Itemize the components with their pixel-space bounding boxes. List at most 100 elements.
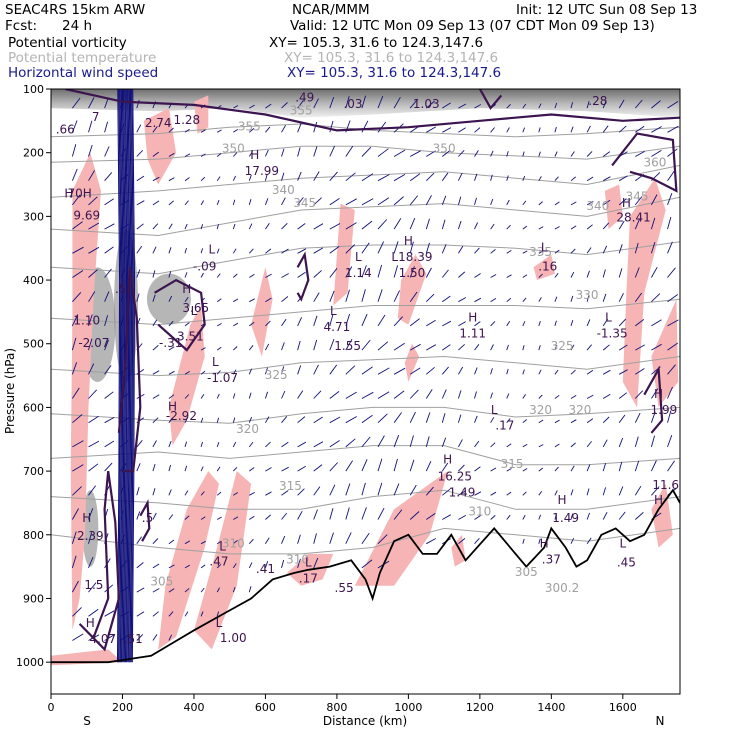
wind-vector-657: [586, 270, 590, 278]
wind-vector-107: [136, 463, 141, 472]
wind-vector-283: [265, 441, 271, 448]
wind-vector-59: [104, 417, 115, 424]
wind-vector-713: [634, 292, 643, 302]
wind-vector-403: [361, 482, 366, 496]
wind-vector-231: [232, 199, 236, 206]
wind-vector-380: [345, 391, 357, 399]
wind-vector-23: [88, 97, 95, 109]
wind-vector-407: [377, 95, 384, 109]
jet-line-6: [123, 89, 128, 663]
neg-pv-patch-18: [604, 184, 623, 230]
wind-vector-219: [216, 442, 220, 448]
wind-vector-630: [554, 514, 557, 520]
pv-annotation-1: 70H: [67, 186, 91, 200]
pv-annotation-5: 2.74: [145, 116, 172, 130]
wind-vector-52: [104, 246, 114, 254]
pv-annotation-51: 1.49: [552, 511, 579, 525]
wind-vector-356: [329, 268, 338, 278]
wind-vector-284: [265, 467, 272, 472]
pv-annotation-27: 3.51: [177, 330, 204, 344]
wind-vector-200: [200, 516, 206, 520]
wind-vector-320: [297, 365, 302, 375]
wind-vector-224: [216, 564, 222, 569]
wind-vector-339: [313, 339, 318, 351]
wind-vector-263: [249, 467, 255, 472]
wind-vector-188: [200, 224, 204, 230]
wind-vector-291: [281, 148, 285, 157]
wind-vector-36: [88, 415, 99, 424]
wind-vector-492: [442, 344, 451, 351]
wind-vector-430: [393, 174, 406, 182]
pv-annotation-15: L: [208, 242, 215, 256]
theta-label-6: 340: [586, 199, 609, 213]
isentrope-10: [51, 123, 680, 138]
wind-vector-613: [554, 102, 558, 109]
wind-vector-491: [442, 320, 452, 327]
wind-vector-326: [297, 510, 303, 520]
wind-vector-21: [72, 607, 82, 617]
valid-time: Valid: 12 UTC Mon 09 Sep 13 (07 CDT Mon …: [290, 18, 655, 34]
wind-vector-241: [232, 441, 237, 448]
wind-vector-623: [554, 344, 558, 351]
wind-vector-162: [184, 128, 190, 133]
wind-vector-348: [313, 557, 319, 569]
wind-vector-117: [152, 151, 159, 157]
wind-vector-50: [104, 198, 114, 206]
wind-vector-402: [361, 459, 368, 472]
wind-vector-636: [570, 225, 577, 230]
wind-vector-703: [618, 486, 624, 496]
wind-vector-40: [88, 508, 94, 520]
wind-vector-741: [667, 101, 679, 109]
wind-vector-447: [409, 150, 421, 157]
wind-vector-450: [409, 217, 416, 230]
y-tick-label-8: 900: [23, 592, 44, 605]
wind-vector-172: [184, 371, 190, 375]
wind-vector-675: [602, 245, 608, 254]
wind-vector-672: [602, 176, 611, 182]
wind-vector-503: [458, 149, 465, 157]
wind-vector-418: [377, 367, 390, 375]
wind-vector-571: [506, 443, 512, 448]
wind-vector-344: [313, 464, 323, 472]
wind-vector-355: [329, 246, 340, 254]
wind-vector-549: [490, 344, 494, 351]
jet-line-13: [131, 89, 136, 663]
wind-vector-239: [232, 393, 236, 399]
wind-vector-640: [570, 319, 574, 327]
wind-vector-61: [104, 462, 113, 472]
wind-vector-735: [651, 388, 659, 399]
wind-vector-301: [281, 390, 286, 399]
wind-vector-701: [618, 437, 624, 448]
wind-vector-274: [265, 223, 270, 230]
wind-vector-497: [441, 462, 449, 472]
wind-vector-33: [88, 338, 93, 351]
pv-annotation-25: 3.65: [182, 301, 209, 315]
theta-label-22: 300.2: [545, 581, 579, 595]
wind-vector-739: [651, 486, 660, 496]
pv-annotation-71: L: [216, 616, 223, 630]
pv-annotation-0: H: [64, 186, 73, 200]
wind-vector-595: [538, 127, 541, 133]
wind-vector-473: [426, 344, 437, 351]
wind-vector-453: [409, 291, 418, 302]
wind-vector-719: [634, 436, 639, 448]
wind-vector-684: [602, 463, 607, 472]
wind-vector-641: [570, 344, 575, 351]
wind-vector-340: [313, 364, 319, 375]
wind-vector-56: [104, 339, 109, 351]
wind-vector-375: [345, 266, 353, 278]
wind-vector-634: [570, 176, 576, 182]
wind-vector-288: [264, 561, 269, 569]
wind-vector-308: [281, 559, 285, 569]
wind-vector-58: [104, 391, 114, 399]
wind-vector-573: [506, 491, 512, 496]
wind-vector-168: [184, 272, 188, 278]
wind-vector-478: [425, 461, 432, 472]
wind-vector-550: [490, 368, 493, 375]
wind-vector-174: [184, 417, 188, 423]
wind-vector-160: [168, 634, 173, 641]
wind-vector-616: [554, 176, 559, 182]
pv-annotation-65: .17: [299, 572, 318, 586]
wind-vector-181: [184, 588, 190, 593]
wind-vector-459: [409, 435, 414, 448]
